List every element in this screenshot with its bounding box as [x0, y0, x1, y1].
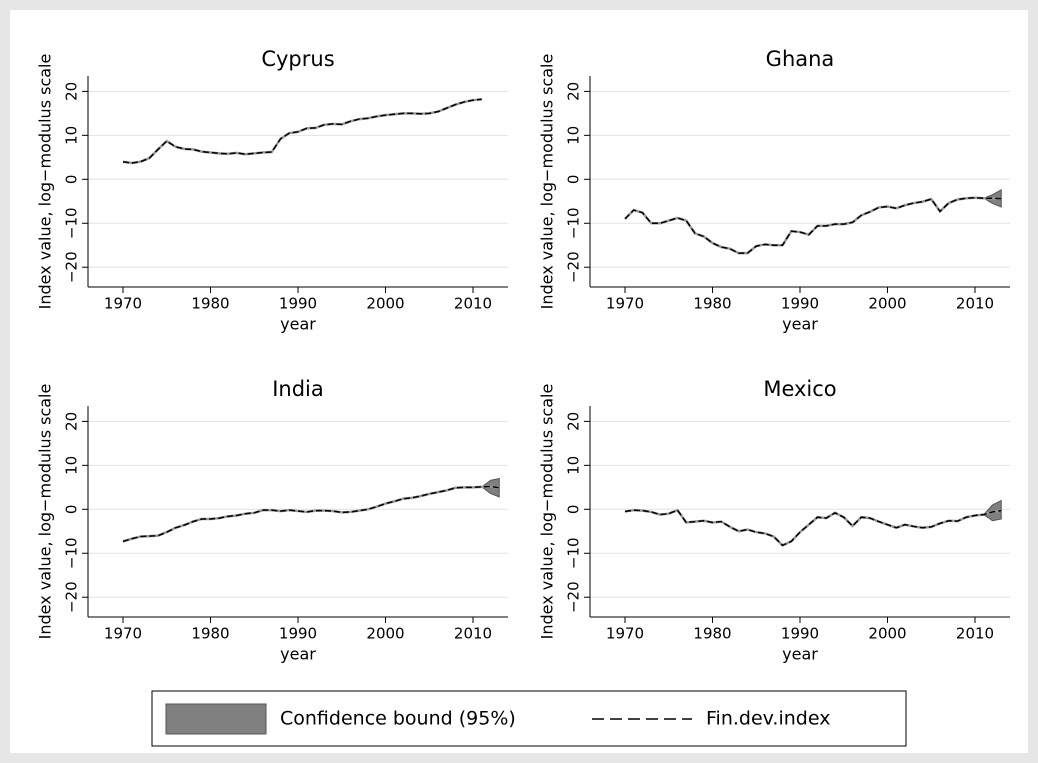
y-tick-label: 0 [63, 175, 81, 185]
y-tick-label: −20 [63, 581, 81, 613]
y-tick-label: −10 [565, 537, 583, 569]
x-tick-label: 1970 [606, 295, 644, 313]
y-tick-label: 20 [63, 412, 81, 431]
y-tick-label: 20 [63, 82, 81, 101]
x-axis-label: year [782, 645, 818, 664]
legend-label: Confidence bound (95%) [280, 708, 516, 730]
panel-title: Cyprus [261, 47, 334, 71]
y-axis-label: Index value, log−modulus scale [36, 384, 55, 640]
x-tick-label: 2000 [366, 295, 404, 313]
y-tick-label: −10 [63, 537, 81, 569]
x-tick-label: 2000 [366, 625, 404, 643]
y-tick-label: −10 [565, 207, 583, 239]
y-tick-label: 0 [63, 505, 81, 515]
y-axis-label: Index value, log−modulus scale [36, 54, 55, 310]
y-tick-label: 10 [565, 456, 583, 475]
x-axis-label: year [782, 315, 818, 334]
legend-label: Fin.dev.index [706, 708, 830, 730]
y-tick-label: 0 [565, 505, 583, 515]
y-tick-label: −20 [565, 251, 583, 283]
x-tick-label: 2000 [868, 625, 906, 643]
x-tick-label: 1980 [693, 295, 731, 313]
panel-title: Ghana [766, 47, 835, 71]
confidence-band [982, 499, 1002, 522]
y-axis-label: Index value, log−modulus scale [538, 384, 557, 640]
x-tick-label: 1990 [279, 625, 317, 643]
y-tick-label: 10 [63, 126, 81, 145]
y-axis-label: Index value, log−modulus scale [538, 54, 557, 310]
y-tick-label: −20 [63, 251, 81, 283]
x-tick-label: 1990 [781, 295, 819, 313]
x-tick-label: 1980 [693, 625, 731, 643]
x-tick-label: 2010 [956, 295, 994, 313]
y-tick-label: 20 [565, 412, 583, 431]
x-tick-label: 1970 [606, 625, 644, 643]
graph-region [10, 10, 1028, 753]
x-tick-label: 1980 [191, 295, 229, 313]
x-tick-label: 1980 [191, 625, 229, 643]
x-tick-label: 2010 [454, 295, 492, 313]
x-tick-label: 1970 [104, 295, 142, 313]
y-tick-label: −10 [63, 207, 81, 239]
panel-title: Mexico [763, 377, 836, 401]
index-line [624, 197, 1002, 254]
index-line [122, 485, 500, 543]
x-tick-label: 1990 [781, 625, 819, 643]
x-tick-label: 1970 [104, 625, 142, 643]
y-tick-label: 10 [63, 456, 81, 475]
y-tick-label: −20 [565, 581, 583, 613]
legend-swatch [165, 703, 267, 735]
y-tick-label: 10 [565, 126, 583, 145]
y-tick-label: 20 [565, 82, 583, 101]
y-tick-label: 0 [565, 175, 583, 185]
panel-title: India [272, 377, 324, 401]
x-tick-label: 1990 [279, 295, 317, 313]
index-line [122, 98, 482, 164]
x-axis-label: year [280, 645, 316, 664]
index-line [624, 509, 1002, 547]
x-tick-label: 2000 [868, 295, 906, 313]
legend-box [151, 690, 907, 747]
x-tick-label: 2010 [454, 625, 492, 643]
x-axis-label: year [280, 315, 316, 334]
x-tick-label: 2010 [956, 625, 994, 643]
